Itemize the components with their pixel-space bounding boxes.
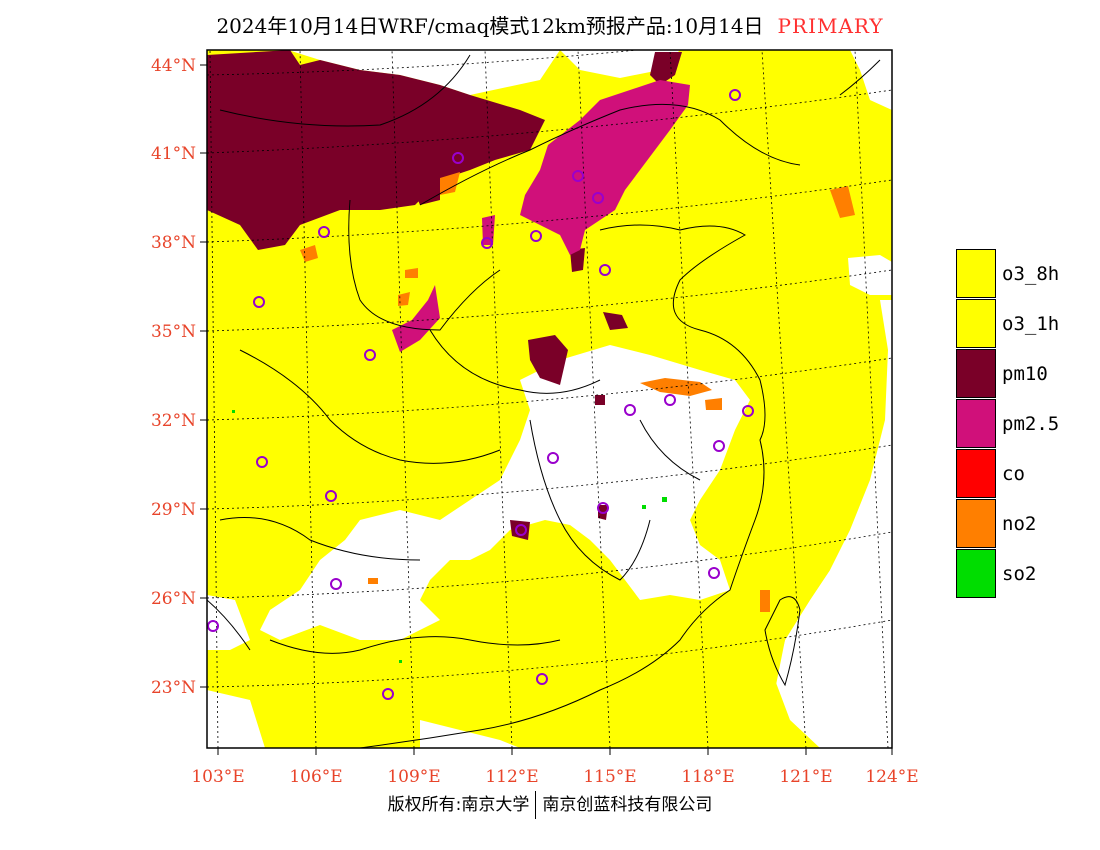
legend-swatch	[956, 299, 996, 348]
lon-tick-label: 121°E	[779, 767, 832, 787]
legend-label: co	[1002, 463, 1025, 485]
lat-tick-label: 23°N	[151, 678, 196, 698]
legend-label: pm2.5	[1002, 413, 1060, 435]
boundaries	[207, 54, 881, 748]
footer-divider	[535, 791, 537, 819]
legend-item-co: co	[956, 449, 1086, 499]
legend-item-no2: no2	[956, 499, 1086, 549]
lon-tick-label: 124°E	[865, 767, 918, 787]
lat-tick-label: 41°N	[151, 144, 196, 164]
legend-swatch	[956, 399, 996, 448]
legend-label: o3_1h	[1002, 313, 1060, 335]
lat-tick-label: 38°N	[151, 233, 196, 253]
legend-item-pm25: pm2.5	[956, 399, 1086, 449]
legend-label: pm10	[1002, 363, 1048, 385]
legend-item-so2: so2	[956, 549, 1086, 599]
latitude-ticks: 44°N 41°N 38°N 35°N 32°N 29°N 26°N 23°N	[151, 56, 207, 698]
lon-tick-label: 118°E	[681, 767, 734, 787]
lon-tick-label: 109°E	[387, 767, 440, 787]
copyright-company: 南京创蓝科技有限公司	[542, 795, 713, 815]
lon-tick-label: 115°E	[583, 767, 636, 787]
title-tag: PRIMARY	[777, 14, 884, 38]
map-title: 2024年10月14日WRF/cmaq模式12km预报产品:10月14日 PRIM…	[0, 10, 1100, 39]
lat-tick-label: 35°N	[151, 322, 196, 342]
legend-swatch	[956, 499, 996, 548]
legend-label: no2	[1002, 513, 1037, 535]
lon-tick-label: 112°E	[485, 767, 538, 787]
legend-label: so2	[1002, 563, 1037, 585]
pm25-areas	[392, 80, 690, 352]
lat-tick-label: 44°N	[151, 56, 196, 76]
legend-label: o3_8h	[1002, 263, 1060, 285]
lat-tick-label: 32°N	[151, 411, 196, 431]
no2-areas	[300, 172, 855, 612]
legend-swatch	[956, 449, 996, 498]
graticule	[207, 50, 892, 748]
legend-swatch	[956, 549, 996, 598]
legend-swatch	[956, 249, 996, 298]
map-area	[207, 50, 892, 748]
lon-tick-label: 106°E	[289, 767, 342, 787]
so2-areas	[232, 410, 667, 663]
city-markers	[207, 89, 754, 700]
pm10-areas	[207, 50, 682, 540]
legend-item-o3-1h: o3_1h	[956, 299, 1086, 349]
lat-tick-label: 29°N	[151, 500, 196, 520]
copyright-owner: 版权所有:南京大学	[387, 795, 530, 815]
title-main: 2024年10月14日WRF/cmaq模式12km预报产品:10月14日	[216, 14, 764, 38]
copyright-footer: 版权所有:南京大学 南京创蓝科技有限公司	[0, 790, 1100, 819]
map-frame	[206, 49, 893, 749]
lon-tick-label: 103°E	[191, 767, 244, 787]
legend-swatch	[956, 349, 996, 398]
longitude-ticks: 103°E 106°E 109°E 112°E 115°E 118°E 121°E 124°E	[191, 748, 919, 787]
lat-tick-label: 26°N	[151, 589, 196, 609]
legend-item-pm10: pm10	[956, 349, 1086, 399]
legend: o3_8h o3_1h pm10 pm2.5 co no2 so2	[956, 249, 1086, 599]
legend-item-o3-8h: o3_8h	[956, 249, 1086, 299]
